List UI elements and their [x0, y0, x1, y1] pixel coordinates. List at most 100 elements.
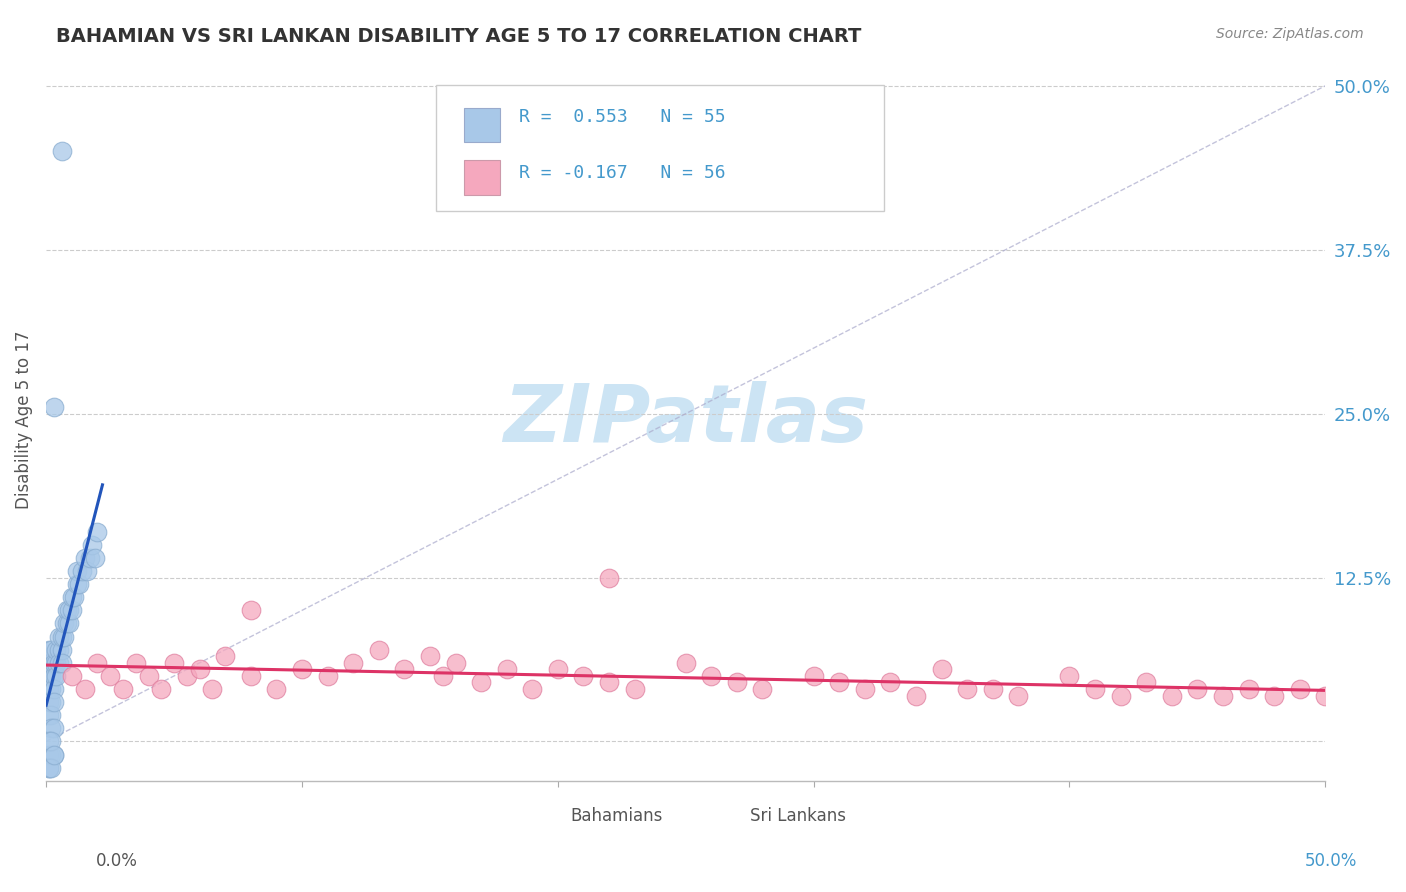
Point	[66, 564, 89, 578]
Point	[51, 642, 73, 657]
Point	[981, 681, 1004, 696]
Point	[66, 577, 89, 591]
Point	[39, 695, 62, 709]
Point	[60, 603, 83, 617]
Point	[38, 734, 60, 748]
Point	[38, 669, 60, 683]
Point	[150, 681, 173, 696]
Point	[125, 656, 148, 670]
Point	[39, 722, 62, 736]
Text: Bahamians: Bahamians	[571, 807, 664, 825]
Point	[38, 708, 60, 723]
Point	[470, 675, 492, 690]
Text: BAHAMIAN VS SRI LANKAN DISABILITY AGE 5 TO 17 CORRELATION CHART: BAHAMIAN VS SRI LANKAN DISABILITY AGE 5 …	[56, 27, 862, 45]
Point	[138, 669, 160, 683]
Point	[79, 550, 101, 565]
Point	[48, 642, 70, 657]
Point	[367, 642, 389, 657]
Point	[239, 603, 262, 617]
Text: R = -0.167   N = 56: R = -0.167 N = 56	[519, 163, 725, 182]
Point	[188, 662, 211, 676]
Point	[1084, 681, 1107, 696]
Point	[675, 656, 697, 670]
Point	[58, 603, 80, 617]
Point	[214, 649, 236, 664]
Point	[1288, 681, 1310, 696]
Bar	[464, 161, 501, 194]
Point	[803, 669, 825, 683]
Point	[39, 656, 62, 670]
Point	[51, 630, 73, 644]
Point	[60, 591, 83, 605]
Text: ZIPatlas: ZIPatlas	[503, 381, 869, 459]
Bar	[711, 805, 744, 828]
Point	[316, 669, 339, 683]
Point	[45, 669, 67, 683]
Point	[39, 681, 62, 696]
Point	[39, 708, 62, 723]
Point	[38, 695, 60, 709]
Point	[1160, 689, 1182, 703]
Point	[176, 669, 198, 683]
Point	[1109, 689, 1132, 703]
Point	[1187, 681, 1209, 696]
Point	[55, 603, 77, 617]
Point	[83, 550, 105, 565]
Point	[291, 662, 314, 676]
Point	[42, 747, 65, 762]
Point	[38, 681, 60, 696]
Text: 50.0%: 50.0%	[1305, 852, 1357, 870]
Point	[45, 642, 67, 657]
Point	[42, 656, 65, 670]
Point	[51, 145, 73, 159]
Point	[444, 656, 467, 670]
Point	[60, 669, 83, 683]
Point	[53, 630, 76, 644]
Bar	[533, 805, 564, 828]
Point	[239, 669, 262, 683]
Point	[495, 662, 517, 676]
Point	[51, 656, 73, 670]
Point	[163, 656, 186, 670]
Point	[623, 681, 645, 696]
Text: 0.0%: 0.0%	[96, 852, 138, 870]
Point	[266, 681, 288, 696]
Point	[1007, 689, 1029, 703]
Point	[98, 669, 121, 683]
Text: R =  0.553   N = 55: R = 0.553 N = 55	[519, 108, 725, 126]
Point	[42, 747, 65, 762]
Point	[1212, 689, 1234, 703]
FancyBboxPatch shape	[436, 85, 884, 211]
Point	[42, 695, 65, 709]
Point	[394, 662, 416, 676]
Point	[76, 564, 98, 578]
Point	[58, 616, 80, 631]
Point	[42, 722, 65, 736]
Point	[39, 747, 62, 762]
Point	[42, 400, 65, 414]
Bar	[464, 108, 501, 143]
Point	[70, 564, 93, 578]
Point	[82, 538, 104, 552]
Point	[63, 591, 86, 605]
Point	[55, 616, 77, 631]
Point	[828, 675, 851, 690]
Point	[39, 642, 62, 657]
Point	[69, 577, 91, 591]
Point	[432, 669, 454, 683]
Point	[931, 662, 953, 676]
Point	[39, 734, 62, 748]
Point	[86, 524, 108, 539]
Point	[751, 681, 773, 696]
Point	[111, 681, 134, 696]
Point	[879, 675, 901, 690]
Point	[39, 669, 62, 683]
Point	[853, 681, 876, 696]
Point	[38, 747, 60, 762]
Point	[48, 656, 70, 670]
Point	[86, 656, 108, 670]
Point	[48, 630, 70, 644]
Point	[38, 761, 60, 775]
Point	[1263, 689, 1285, 703]
Point	[42, 681, 65, 696]
